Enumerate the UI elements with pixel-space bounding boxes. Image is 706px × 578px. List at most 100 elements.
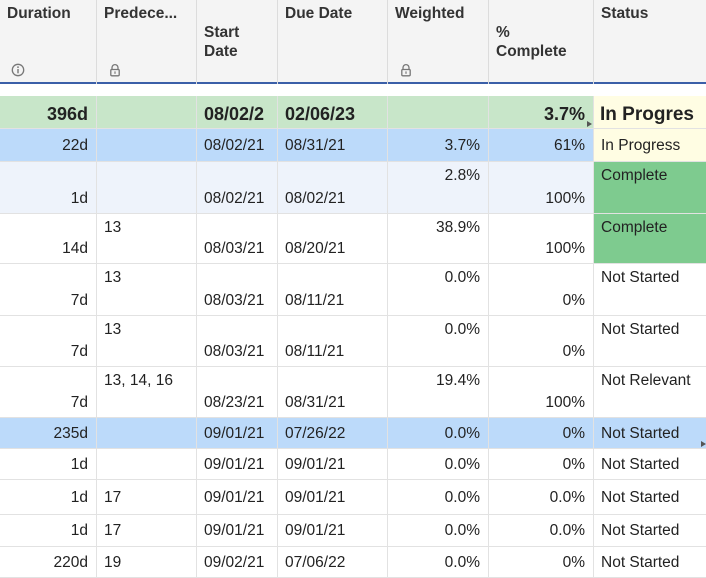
weighted-cell[interactable]: 0.0% bbox=[388, 449, 489, 479]
predecessors-cell[interactable]: 13, 14, 16 bbox=[97, 367, 197, 417]
column-header-percent-complete[interactable]: % Complete bbox=[489, 0, 594, 84]
column-header-status[interactable]: Status bbox=[594, 0, 706, 84]
start-date-cell[interactable]: 08/02/21 bbox=[197, 162, 278, 213]
info-icon[interactable] bbox=[11, 63, 25, 77]
start-date-cell[interactable]: 08/03/21 bbox=[197, 214, 278, 263]
start-date-cell[interactable]: 08/02/2 bbox=[197, 96, 278, 128]
status-cell[interactable]: Not Started bbox=[594, 515, 706, 546]
weighted-cell[interactable]: 3.7% bbox=[388, 129, 489, 161]
start-date-cell[interactable]: 08/02/21 bbox=[197, 129, 278, 161]
weighted-cell[interactable]: 19.4% bbox=[388, 367, 489, 417]
table-row[interactable]: 7d 13 08/03/21 08/11/21 0.0% 0% Not Started bbox=[0, 264, 706, 316]
due-date-cell[interactable]: 08/11/21 bbox=[278, 316, 388, 366]
percent-complete-cell[interactable]: 0% bbox=[489, 449, 594, 479]
due-date-cell[interactable]: 08/02/21 bbox=[278, 162, 388, 213]
percent-complete-cell[interactable]: 3.7% bbox=[489, 96, 594, 128]
status-cell[interactable]: In Progres bbox=[594, 96, 706, 128]
due-date-cell[interactable]: 07/26/22 bbox=[278, 418, 388, 448]
duration-cell[interactable]: 22d bbox=[0, 129, 97, 161]
table-row[interactable]: 14d 13 08/03/21 08/20/21 38.9% 100% Complete bbox=[0, 214, 706, 264]
percent-complete-cell[interactable]: 0% bbox=[489, 316, 594, 366]
due-date-cell[interactable]: 08/31/21 bbox=[278, 129, 388, 161]
table-row[interactable]: 7d 13, 14, 16 08/23/21 08/31/21 19.4% 100% Not… bbox=[0, 367, 706, 418]
status-cell[interactable]: Not Started bbox=[594, 316, 706, 366]
status-cell[interactable]: Complete bbox=[594, 214, 706, 263]
weighted-cell[interactable]: 0.0% bbox=[388, 264, 489, 315]
status-cell[interactable]: Not Started bbox=[594, 418, 706, 448]
due-date-cell[interactable]: 08/20/21 bbox=[278, 214, 388, 263]
weighted-cell[interactable]: 0.0% bbox=[388, 547, 489, 577]
due-date-cell[interactable]: 07/06/22 bbox=[278, 547, 388, 577]
weighted-cell[interactable]: 38.9% bbox=[388, 214, 489, 263]
predecessors-cell[interactable] bbox=[97, 96, 197, 128]
percent-complete-cell[interactable]: 100% bbox=[489, 214, 594, 263]
duration-cell[interactable]: 1d bbox=[0, 515, 97, 546]
status-cell[interactable]: Not Started bbox=[594, 547, 706, 577]
percent-complete-cell[interactable]: 0% bbox=[489, 418, 594, 448]
table-row[interactable]: 22d 08/02/21 08/31/21 3.7% 61% In Progress bbox=[0, 129, 706, 162]
predecessors-cell[interactable]: 17 bbox=[97, 480, 197, 514]
predecessors-cell[interactable]: 13 bbox=[97, 214, 197, 263]
table-row[interactable]: 7d 13 08/03/21 08/11/21 0.0% 0% Not Started bbox=[0, 316, 706, 367]
duration-cell[interactable]: 7d bbox=[0, 367, 97, 417]
status-cell[interactable]: Complete bbox=[594, 162, 706, 213]
percent-complete-cell[interactable]: 100% bbox=[489, 367, 594, 417]
table-row[interactable]: 1d 09/01/21 09/01/21 0.0% 0% Not Started bbox=[0, 449, 706, 480]
table-row[interactable]: 1d 08/02/21 08/02/21 2.8% 100% Complete bbox=[0, 162, 706, 214]
weighted-cell[interactable]: 0.0% bbox=[388, 316, 489, 366]
due-date-cell[interactable]: 09/01/21 bbox=[278, 449, 388, 479]
weighted-cell[interactable]: 0.0% bbox=[388, 418, 489, 448]
predecessors-cell[interactable] bbox=[97, 449, 197, 479]
predecessors-cell[interactable]: 13 bbox=[97, 264, 197, 315]
start-date-cell[interactable]: 08/03/21 bbox=[197, 316, 278, 366]
status-cell[interactable]: Not Started bbox=[594, 449, 706, 479]
predecessors-cell[interactable]: 17 bbox=[97, 515, 197, 546]
weighted-cell[interactable]: 0.0% bbox=[388, 480, 489, 514]
percent-complete-cell[interactable]: 0% bbox=[489, 547, 594, 577]
due-date-cell[interactable]: 08/11/21 bbox=[278, 264, 388, 315]
due-date-cell[interactable]: 08/31/21 bbox=[278, 367, 388, 417]
percent-complete-cell[interactable]: 100% bbox=[489, 162, 594, 213]
predecessors-cell[interactable]: 19 bbox=[97, 547, 197, 577]
table-row[interactable]: 1d 17 09/01/21 09/01/21 0.0% 0.0% Not Started bbox=[0, 480, 706, 515]
duration-cell[interactable]: 235d bbox=[0, 418, 97, 448]
percent-complete-cell[interactable]: 0.0% bbox=[489, 515, 594, 546]
due-date-cell[interactable]: 09/01/21 bbox=[278, 480, 388, 514]
start-date-cell[interactable]: 08/03/21 bbox=[197, 264, 278, 315]
column-header-weighted[interactable]: Weighted bbox=[388, 0, 489, 84]
status-cell[interactable]: Not Started bbox=[594, 264, 706, 315]
start-date-cell[interactable]: 09/01/21 bbox=[197, 480, 278, 514]
summary-row[interactable]: 396d 08/02/2 02/06/23 3.7% In Progres bbox=[0, 96, 706, 129]
weighted-cell[interactable]: 2.8% bbox=[388, 162, 489, 213]
start-date-cell[interactable]: 08/23/21 bbox=[197, 367, 278, 417]
weighted-cell[interactable] bbox=[388, 96, 489, 128]
duration-cell[interactable]: 220d bbox=[0, 547, 97, 577]
duration-cell[interactable]: 1d bbox=[0, 162, 97, 213]
status-cell[interactable]: In Progress bbox=[594, 129, 706, 161]
column-header-due-date[interactable]: Due Date bbox=[278, 0, 388, 84]
duration-cell[interactable]: 14d bbox=[0, 214, 97, 263]
column-header-start-date[interactable]: Start Date bbox=[197, 0, 278, 84]
duration-cell[interactable]: 7d bbox=[0, 316, 97, 366]
due-date-cell[interactable]: 02/06/23 bbox=[278, 96, 388, 128]
column-header-predecessors[interactable]: Predece... bbox=[97, 0, 197, 84]
duration-cell[interactable]: 7d bbox=[0, 264, 97, 315]
start-date-cell[interactable]: 09/01/21 bbox=[197, 418, 278, 448]
predecessors-cell[interactable] bbox=[97, 162, 197, 213]
duration-cell[interactable]: 1d bbox=[0, 449, 97, 479]
predecessors-cell[interactable] bbox=[97, 418, 197, 448]
weighted-cell[interactable]: 0.0% bbox=[388, 515, 489, 546]
table-row[interactable]: 1d 17 09/01/21 09/01/21 0.0% 0.0% Not Started bbox=[0, 515, 706, 547]
percent-complete-cell[interactable]: 0% bbox=[489, 264, 594, 315]
start-date-cell[interactable]: 09/02/21 bbox=[197, 547, 278, 577]
table-row[interactable]: 235d 09/01/21 07/26/22 0.0% 0% Not Started bbox=[0, 418, 706, 449]
status-cell[interactable]: Not Started bbox=[594, 480, 706, 514]
predecessors-cell[interactable]: 13 bbox=[97, 316, 197, 366]
duration-cell[interactable]: 1d bbox=[0, 480, 97, 514]
percent-complete-cell[interactable]: 61% bbox=[489, 129, 594, 161]
percent-complete-cell[interactable]: 0.0% bbox=[489, 480, 594, 514]
predecessors-cell[interactable] bbox=[97, 129, 197, 161]
column-header-duration[interactable]: Duration bbox=[0, 0, 97, 84]
status-cell[interactable]: Not Relevant bbox=[594, 367, 706, 417]
table-row[interactable]: 220d 19 09/02/21 07/06/22 0.0% 0% Not Started bbox=[0, 547, 706, 578]
